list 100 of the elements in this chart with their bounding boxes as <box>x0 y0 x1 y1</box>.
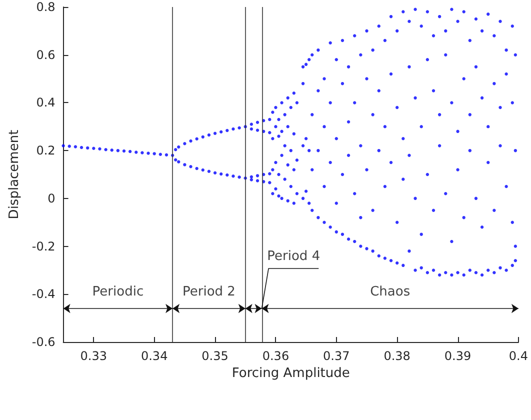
point <box>164 153 168 156</box>
annotation: Periodic <box>92 284 144 300</box>
y-axis-title: Displacement <box>7 130 22 220</box>
point <box>232 174 235 178</box>
x-tick-label: 0.39 <box>444 349 472 363</box>
y-tick-label: -0.2 <box>32 239 56 254</box>
point <box>104 148 108 152</box>
point <box>295 158 299 162</box>
point <box>250 127 254 131</box>
point <box>174 148 178 152</box>
point <box>283 144 286 148</box>
point <box>250 122 254 126</box>
point <box>283 113 286 116</box>
y-tick-label: 0.8 <box>36 0 56 14</box>
point <box>292 168 296 172</box>
point <box>195 137 198 140</box>
x-tick-label: 0.34 <box>140 349 168 363</box>
point <box>301 144 305 148</box>
point <box>98 147 102 150</box>
annotation: Chaos <box>370 284 410 300</box>
point <box>128 150 132 154</box>
point <box>62 144 65 148</box>
point <box>307 58 311 62</box>
point <box>268 172 272 176</box>
point <box>201 168 204 172</box>
point <box>189 165 192 168</box>
point <box>226 128 229 132</box>
point <box>122 149 126 153</box>
point <box>158 152 162 156</box>
x-tick-label: 0.4 <box>508 349 528 363</box>
point <box>220 130 223 134</box>
point <box>220 172 223 176</box>
x-axis-title: Forcing Amplitude <box>232 366 350 381</box>
x-tick-label: 0.37 <box>323 349 350 363</box>
point <box>301 196 305 200</box>
point <box>286 199 290 202</box>
point <box>152 152 156 156</box>
point <box>277 134 280 138</box>
x-tick-label: 0.35 <box>202 349 228 363</box>
point <box>307 202 311 205</box>
point <box>268 181 272 184</box>
point <box>271 168 274 172</box>
point <box>283 178 286 181</box>
point <box>292 202 296 205</box>
point <box>226 173 229 177</box>
point <box>256 120 260 124</box>
point <box>250 175 254 178</box>
x-tick-label: 0.38 <box>384 349 410 363</box>
point <box>286 96 290 100</box>
point <box>189 139 192 143</box>
point <box>274 125 278 128</box>
y-tick-label: 0.4 <box>36 96 56 110</box>
point <box>195 166 198 170</box>
point <box>177 160 180 164</box>
point <box>274 106 278 110</box>
point <box>292 92 296 95</box>
point <box>280 154 284 157</box>
annotation: Period 4 <box>267 249 320 264</box>
point <box>92 146 96 150</box>
point <box>74 145 78 148</box>
point <box>146 152 150 155</box>
point <box>295 192 299 196</box>
point <box>289 148 292 152</box>
point <box>116 148 120 152</box>
point <box>201 135 204 139</box>
point <box>207 133 211 137</box>
point <box>295 101 299 104</box>
point <box>271 192 274 196</box>
point <box>86 146 90 150</box>
point <box>238 126 241 130</box>
point <box>304 137 308 140</box>
point <box>268 118 272 122</box>
point <box>277 172 280 176</box>
x-tick-label: 0.33 <box>80 349 108 363</box>
point <box>256 128 260 132</box>
point <box>271 137 274 140</box>
point <box>280 196 284 200</box>
point <box>289 184 292 188</box>
point <box>271 110 274 114</box>
point <box>277 118 280 122</box>
point <box>301 65 305 68</box>
point <box>292 132 296 136</box>
point <box>274 160 278 164</box>
y-tick-label: -0.6 <box>32 335 56 349</box>
point <box>238 176 241 179</box>
y-tick-label: 0 <box>48 191 56 206</box>
annotation: Period 2 <box>182 284 236 300</box>
point <box>140 151 144 154</box>
point <box>268 131 272 134</box>
point <box>289 106 292 110</box>
point <box>80 146 84 150</box>
point <box>183 142 186 146</box>
point <box>301 82 305 86</box>
point <box>134 150 138 154</box>
point <box>110 148 114 152</box>
point <box>280 130 284 134</box>
point <box>213 171 217 174</box>
point <box>277 194 280 198</box>
point <box>304 190 308 193</box>
point <box>256 179 260 182</box>
